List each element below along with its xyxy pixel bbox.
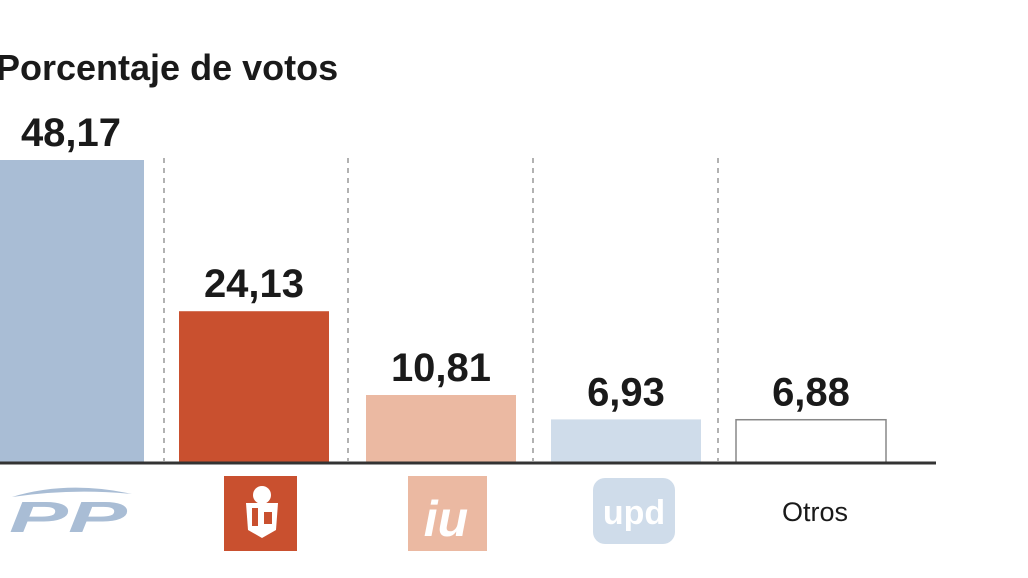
- value-label-otros: 6,88: [772, 371, 850, 415]
- column-separators: [163, 158, 719, 461]
- pp-logo-text: PP: [9, 493, 128, 542]
- bar-otros: [735, 418, 887, 464]
- value-label-upyd: 6,93: [587, 370, 665, 414]
- pp-logo-icon: PP: [9, 487, 132, 542]
- chart-title: Porcentaje de votos: [0, 47, 338, 88]
- value-label-psoe: 24,13: [204, 262, 304, 306]
- bar-pp: [0, 160, 144, 463]
- value-label-iu: 10,81: [391, 346, 491, 390]
- upd-logo-icon: upd: [593, 478, 675, 544]
- value-label-pp: 48,17: [21, 111, 121, 155]
- upd-logo-text: upd: [603, 494, 665, 532]
- bars-group: [0, 160, 887, 464]
- bar-upyd: [551, 419, 701, 463]
- category-label-otros: Otros: [782, 497, 848, 527]
- value-labels-group: 48,17 24,13 10,81 6,93 6,88: [21, 111, 850, 415]
- psoe-rose-logo-icon: [224, 476, 297, 551]
- iu-logo-icon: iu: [408, 476, 487, 551]
- iu-logo-text: iu: [424, 491, 468, 547]
- bar-psoe: [179, 311, 329, 463]
- bar-iu: [366, 395, 516, 463]
